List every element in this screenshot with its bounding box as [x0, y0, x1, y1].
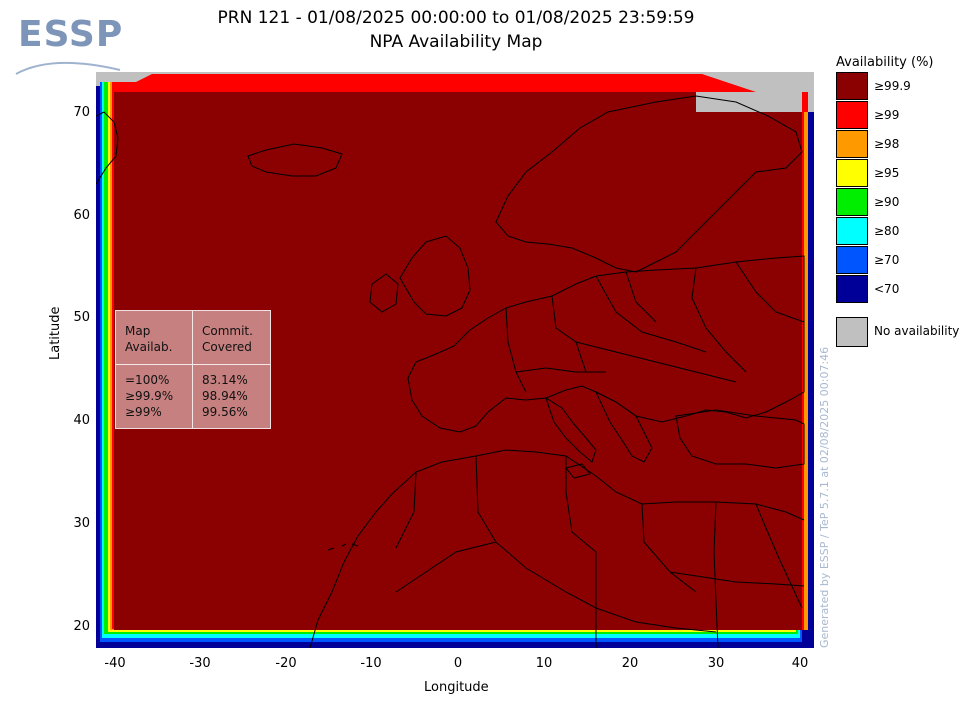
legend-label-3: ≥95	[874, 166, 900, 180]
legend-label-5: ≥80	[874, 224, 900, 238]
legend-label-4: ≥90	[874, 195, 900, 209]
generated-by-watermark: Generated by ESSP / TeP 5.7.1 at 02/08/2…	[818, 346, 831, 648]
legend-swatch-3	[836, 159, 868, 187]
x-tick-10: 10	[535, 656, 553, 671]
stats-header-covered: Commit. Covered	[202, 323, 253, 355]
legend-swatch-2	[836, 130, 868, 158]
availability-stats-table: Map Availab. =100% ≥99.9% ≥99% Commit. C…	[115, 310, 271, 429]
stats-covered-row-0: 83.14%	[202, 373, 248, 387]
stats-covered-row-2: 99.56%	[202, 405, 248, 419]
stats-col-availability: Map Availab. =100% ≥99.9% ≥99%	[116, 311, 193, 428]
stats-avail-row-1: ≥99.9%	[125, 389, 174, 403]
legend-label-no-availability: No availability	[874, 324, 960, 338]
legend-label-6: ≥70	[874, 253, 900, 267]
stats-avail-row-0: =100%	[125, 373, 170, 387]
y-tick-40: 40	[73, 413, 90, 428]
stats-avail-values: =100% ≥99.9% ≥99%	[125, 372, 173, 420]
no-availability-nw	[96, 72, 156, 82]
y-axis-label: Latitude	[48, 306, 63, 360]
no-availability-arctic	[696, 92, 804, 112]
legend-swatch-4	[836, 188, 868, 216]
legend-label-7: <70	[874, 282, 900, 296]
x-tick-neg40: -40	[104, 656, 126, 671]
y-tick-30: 30	[73, 516, 90, 531]
stats-covered-row-1: 98.94%	[202, 389, 248, 403]
stats-header-availability: Map Availab.	[125, 323, 172, 355]
stats-col-covered: Commit. Covered 83.14% 98.94% 99.56%	[193, 311, 270, 428]
y-tick-60: 60	[73, 208, 90, 223]
legend-swatch-1	[836, 101, 868, 129]
stats-header-avail-line1: Map Availab.	[125, 324, 173, 354]
x-tick-20: 20	[621, 656, 639, 671]
logo-swoosh-icon	[15, 61, 121, 75]
essp-logo: ESSP	[12, 12, 132, 82]
band-right-98	[804, 112, 808, 630]
legend-label-0: ≥99.9	[874, 79, 911, 93]
legend-swatch-7	[836, 275, 868, 303]
legend-swatch-no-availability	[836, 317, 868, 347]
x-tick-0: 0	[453, 656, 463, 671]
legend-swatch-5	[836, 217, 868, 245]
y-tick-20: 20	[73, 619, 90, 634]
x-tick-neg30: -30	[189, 656, 211, 671]
x-tick-neg20: -20	[275, 656, 297, 671]
legend-label-1: ≥99	[874, 108, 900, 122]
legend-title: Availability (%)	[836, 55, 934, 70]
coastlines	[96, 95, 805, 648]
map-svg	[96, 72, 814, 648]
legend-swatch-6	[836, 246, 868, 274]
stats-avail-row-2: ≥99%	[125, 405, 162, 419]
x-axis-label: Longitude	[424, 680, 489, 695]
legend-label-2: ≥98	[874, 137, 900, 151]
x-tick-30: 30	[707, 656, 725, 671]
chart-title: PRN 121 - 01/08/2025 00:00:00 to 01/08/2…	[217, 8, 695, 28]
y-tick-70: 70	[73, 105, 90, 120]
logo-text: ESSP	[18, 14, 124, 55]
availability-map	[96, 72, 814, 648]
stats-covered-values: 83.14% 98.94% 99.56%	[202, 372, 248, 420]
x-tick-neg10: -10	[360, 656, 382, 671]
stats-header-covered-line1: Commit. Covered	[202, 324, 253, 354]
stats-divider	[116, 364, 270, 365]
chart-subtitle: NPA Availability Map	[369, 32, 543, 52]
legend-swatch-0	[836, 72, 868, 100]
y-tick-50: 50	[73, 310, 90, 325]
x-tick-40: 40	[791, 656, 809, 671]
